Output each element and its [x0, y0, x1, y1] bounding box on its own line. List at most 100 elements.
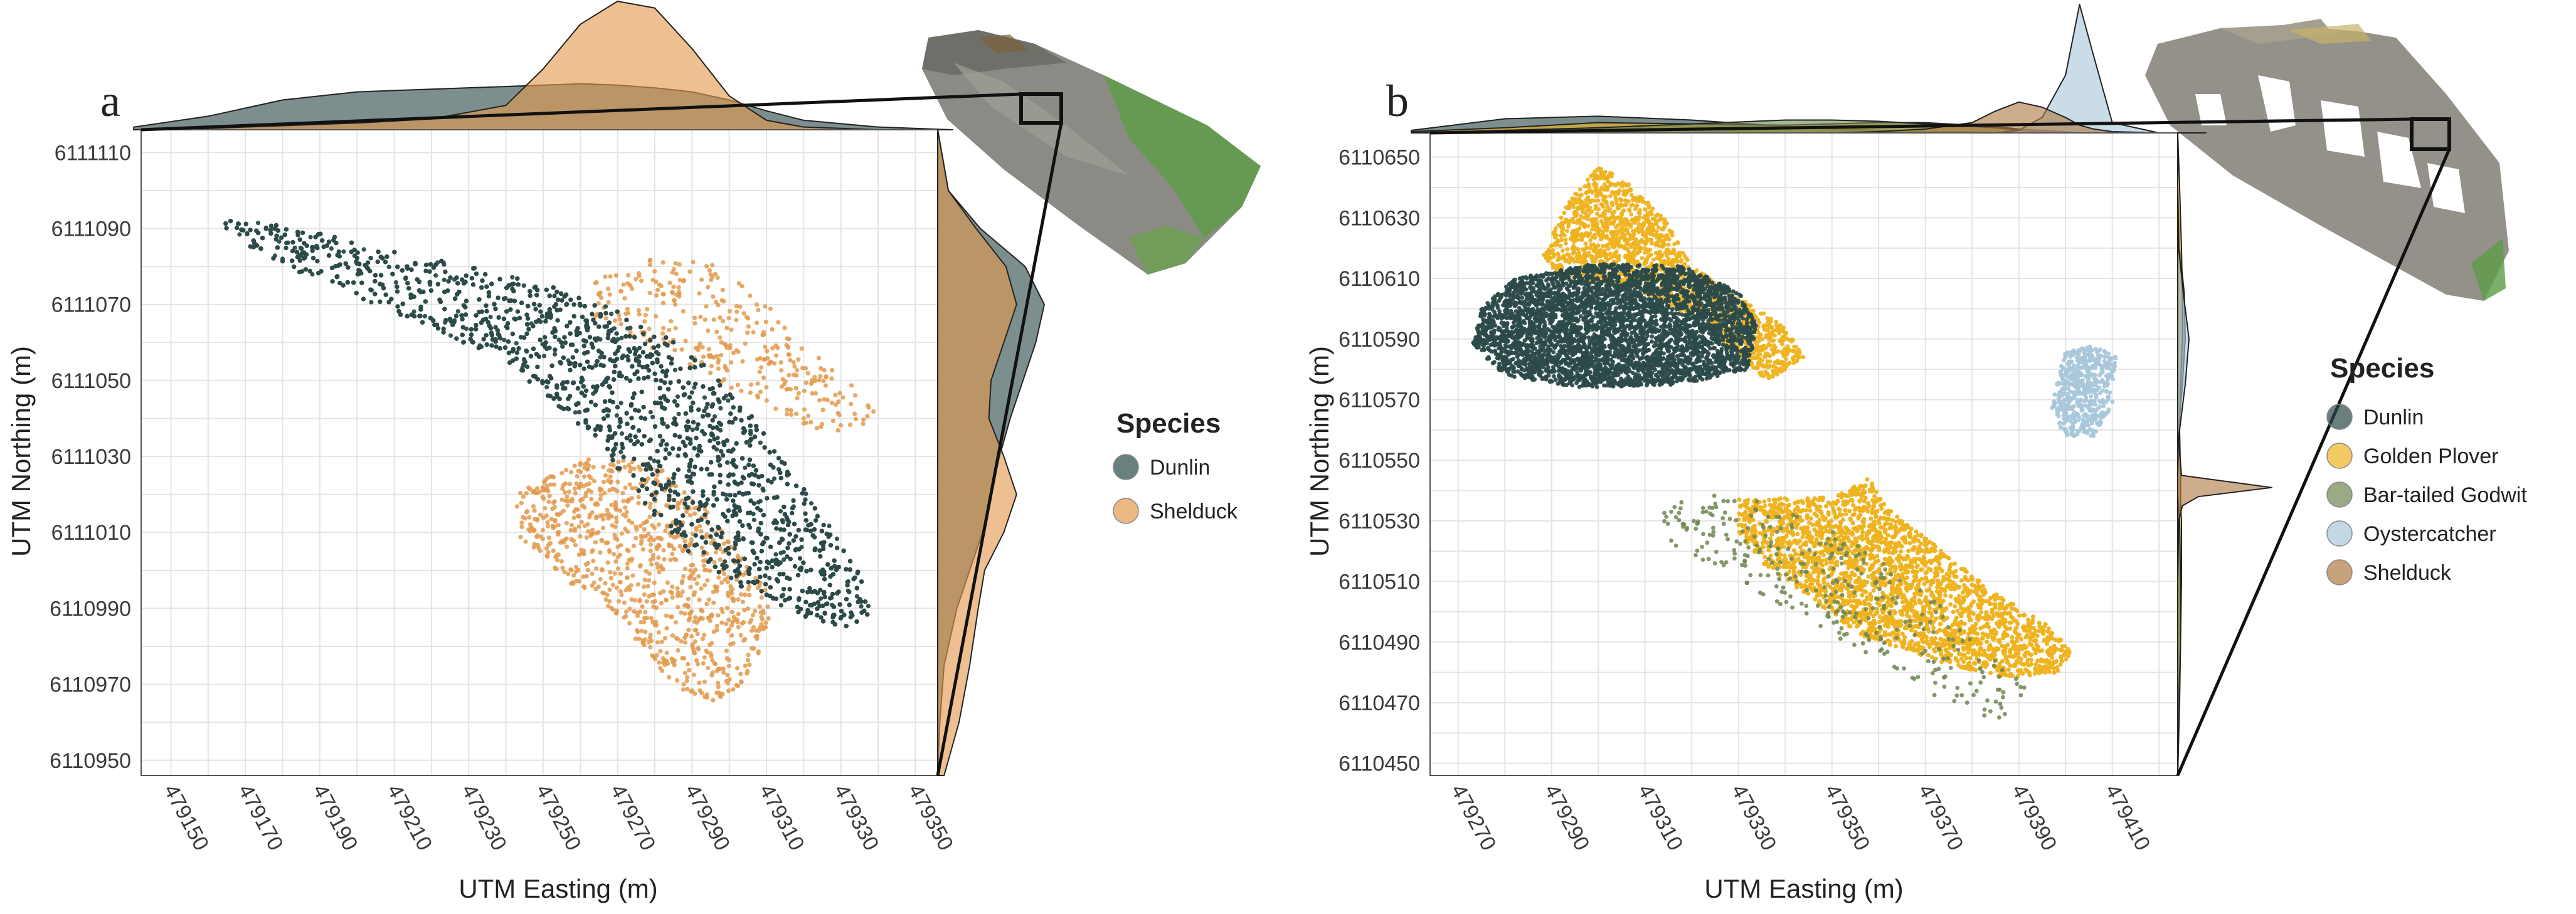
data-point — [573, 491, 578, 496]
data-point — [654, 653, 659, 658]
data-point — [654, 279, 659, 284]
data-point — [580, 496, 585, 502]
data-point — [386, 265, 391, 270]
data-point — [681, 682, 686, 687]
data-point — [628, 583, 633, 588]
data-point — [648, 549, 653, 554]
data-point — [619, 431, 625, 436]
data-point — [633, 535, 639, 541]
data-point — [728, 589, 734, 594]
data-point — [700, 345, 705, 350]
data-point — [702, 633, 707, 638]
data-point — [774, 353, 779, 358]
data-point — [644, 569, 649, 574]
data-point — [713, 584, 718, 589]
data-point — [728, 343, 733, 348]
data-point — [708, 540, 714, 546]
data-point — [698, 314, 703, 320]
data-point — [758, 440, 763, 445]
data-point — [687, 576, 692, 581]
data-point — [578, 533, 583, 539]
data-point — [521, 494, 526, 499]
data-point — [704, 532, 709, 537]
data-point — [729, 633, 734, 638]
data-point — [546, 535, 552, 540]
data-point — [637, 636, 642, 641]
data-point — [746, 584, 752, 589]
data-point — [672, 663, 677, 668]
data-point — [689, 563, 694, 568]
data-point — [600, 538, 605, 544]
data-point — [696, 574, 701, 579]
data-point — [659, 566, 664, 571]
data-point — [579, 520, 584, 525]
data-point — [718, 428, 723, 433]
data-point — [672, 298, 677, 303]
data-point — [622, 615, 627, 620]
data-point — [652, 580, 657, 586]
data-point — [788, 408, 793, 413]
data-point — [680, 589, 685, 594]
data-point — [411, 309, 416, 314]
data-point — [750, 612, 755, 618]
data-point — [599, 295, 604, 300]
data-point — [514, 341, 519, 346]
data-point — [676, 604, 681, 610]
data-point — [676, 591, 681, 596]
data-point — [551, 548, 556, 554]
data-point — [650, 414, 655, 419]
data-point — [743, 636, 748, 642]
data-point — [740, 599, 745, 604]
data-point — [628, 469, 633, 474]
data-point — [673, 620, 678, 625]
data-point — [712, 414, 718, 419]
data-point — [608, 570, 613, 575]
data-point — [759, 595, 764, 600]
data-point — [654, 293, 659, 298]
data-point — [341, 249, 346, 254]
data-point — [723, 342, 728, 347]
data-point — [739, 388, 744, 394]
data-point — [658, 649, 663, 654]
data-point — [618, 508, 623, 513]
data-point — [866, 405, 871, 410]
data-point — [708, 651, 713, 656]
data-point — [812, 374, 817, 380]
data-point — [642, 643, 647, 648]
data-point — [554, 566, 559, 572]
data-point — [808, 420, 814, 425]
data-point — [562, 490, 568, 495]
data-point — [617, 317, 622, 322]
data-point — [729, 327, 734, 332]
data-point — [682, 538, 687, 544]
data-point — [647, 635, 653, 641]
data-point — [642, 592, 647, 597]
data-point — [589, 531, 594, 536]
data-point — [621, 498, 626, 503]
data-point — [667, 675, 672, 680]
data-point — [422, 313, 428, 318]
data-point — [564, 536, 569, 541]
data-point — [622, 600, 627, 605]
data-point — [728, 642, 733, 647]
data-point — [621, 458, 626, 463]
data-point — [821, 379, 826, 384]
data-point — [594, 501, 600, 506]
data-point — [523, 539, 528, 544]
data-point — [739, 680, 744, 685]
data-point — [793, 386, 798, 391]
data-point — [636, 501, 641, 506]
data-point — [675, 636, 681, 642]
data-point — [648, 542, 653, 547]
data-point — [583, 493, 588, 499]
data-point — [623, 311, 628, 317]
data-point — [618, 571, 623, 576]
data-point — [639, 541, 644, 546]
data-point — [781, 550, 786, 555]
data-point — [598, 488, 603, 493]
data-point — [726, 658, 732, 663]
data-point — [785, 386, 790, 391]
data-point — [699, 545, 704, 550]
data-point — [685, 686, 690, 691]
data-point — [692, 315, 697, 320]
